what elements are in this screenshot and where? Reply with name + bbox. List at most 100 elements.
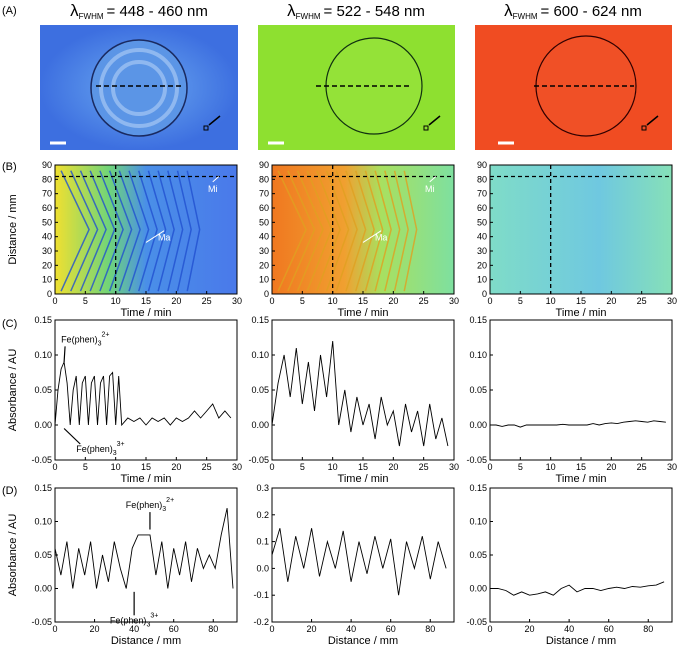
wave-band [287, 170, 316, 292]
wave-band [335, 170, 358, 292]
heatmap-image [490, 165, 672, 294]
x-tick-label: 10 [111, 462, 121, 472]
x-tick-label: 20 [606, 296, 616, 306]
annotation: Ma [375, 233, 388, 243]
y-tick-label: 40 [42, 232, 52, 242]
y-tick-label: 0.15 [469, 315, 487, 325]
x-tick-label: 80 [208, 624, 218, 634]
x-tick-label: 0 [487, 624, 492, 634]
x-axis-label: Time / min [556, 473, 607, 485]
annotation-text: Fe(phen) [126, 500, 163, 510]
y-tick-label: 50 [259, 217, 269, 227]
y-tick-label: -0.05 [31, 617, 52, 627]
subscript: FWHM [296, 12, 321, 21]
y-tick-label: 0.15 [34, 483, 52, 493]
heatmap-image [272, 165, 454, 294]
x-tick-label: 80 [425, 624, 435, 634]
y-tick-label: 40 [477, 232, 487, 242]
x-tick-label: 5 [83, 462, 88, 472]
lambda: λ [70, 1, 79, 20]
x-tick-label: 10 [328, 296, 338, 306]
y-tick-label: 0.05 [469, 550, 487, 560]
plot-frame [489, 319, 673, 461]
annotation-text: Fe(phen) [76, 444, 113, 454]
heatmap-image [55, 165, 237, 294]
y-tick-label: 10 [42, 275, 52, 285]
x-tick-label: 30 [667, 462, 677, 472]
x-tick-label: 0 [269, 624, 274, 634]
y-tick-label: 80 [42, 174, 52, 184]
x-axis-label: Time / min [121, 473, 172, 485]
plot-frame [271, 319, 455, 461]
y-tick-label: 60 [42, 203, 52, 213]
x-tick-label: 25 [419, 296, 429, 306]
x-tick-label: 5 [518, 296, 523, 306]
y-tick-label: 70 [42, 189, 52, 199]
y-tick-label: 0.05 [469, 385, 487, 395]
x-tick-label: 0 [269, 296, 274, 306]
wave-band [384, 170, 401, 292]
wave-band [157, 170, 175, 292]
x-tick-label: 30 [449, 296, 459, 306]
annotation-sup: 3+ [117, 441, 125, 448]
annotation-sub: 3 [113, 450, 117, 457]
y-tick-label: 0.00 [469, 584, 487, 594]
wave-band [99, 170, 124, 292]
wavelength-title: λFWHM = 522 - 548 nm [287, 1, 425, 21]
y-tick-label: 0.00 [469, 420, 487, 430]
wave-band [316, 170, 341, 292]
image-red [475, 25, 672, 150]
y-tick-label: 0 [482, 289, 487, 299]
wavelength-title: λFWHM = 448 - 460 nm [70, 1, 208, 21]
wave-band [186, 170, 201, 292]
y-tick-label: 0 [47, 289, 52, 299]
y-tick-label: 0.15 [34, 315, 52, 325]
annotation: Fe(phen)33+ [110, 612, 158, 628]
y-tick-label: -0.1 [253, 590, 269, 600]
wave-band [138, 170, 158, 292]
data-line [490, 420, 666, 428]
range: = 600 - 624 nm [541, 3, 642, 20]
x-tick-label: 5 [518, 462, 523, 472]
x-tick-label: 20 [307, 624, 317, 634]
wave-band [277, 170, 307, 292]
x-tick-label: 80 [643, 624, 653, 634]
y-tick-label: 80 [259, 174, 269, 184]
x-tick-label: 20 [90, 624, 100, 634]
wave-band [296, 170, 324, 292]
annotation: Mi [208, 184, 218, 194]
annotation-text: Fe(phen) [61, 334, 98, 344]
y-tick-label: 20 [259, 260, 269, 270]
x-tick-label: 30 [449, 462, 459, 472]
x-tick-label: 5 [300, 462, 305, 472]
x-tick-label: 10 [111, 296, 121, 306]
x-tick-label: 40 [129, 624, 139, 634]
range: = 522 - 548 nm [324, 3, 425, 20]
x-tick-label: 60 [386, 624, 396, 634]
lambda: λ [504, 1, 513, 20]
annotation-arrow [429, 176, 437, 183]
wave-band [393, 170, 409, 292]
wave-band [355, 170, 375, 292]
panel-label: (A) [2, 5, 17, 17]
x-tick-label: 20 [388, 296, 398, 306]
y-tick-label: -0.05 [466, 617, 487, 627]
wave-band [147, 170, 167, 292]
wave-band [374, 170, 392, 292]
x-tick-label: 25 [202, 296, 212, 306]
wave-band [118, 170, 141, 292]
y-tick-label: 0.3 [256, 483, 269, 493]
y-tick-label: 0.00 [34, 420, 52, 430]
image-blue [40, 25, 238, 150]
annotation-sup: 2+ [166, 497, 174, 504]
x-tick-label: 15 [576, 296, 586, 306]
x-tick-label: 60 [604, 624, 614, 634]
y-tick-label: 20 [42, 260, 52, 270]
y-tick-label: 10 [259, 275, 269, 285]
y-tick-label: 0.10 [469, 517, 487, 527]
x-tick-label: 15 [358, 296, 368, 306]
annotation-sub: 3 [162, 506, 166, 513]
annotation: Fe(phen)32+ [61, 331, 109, 347]
